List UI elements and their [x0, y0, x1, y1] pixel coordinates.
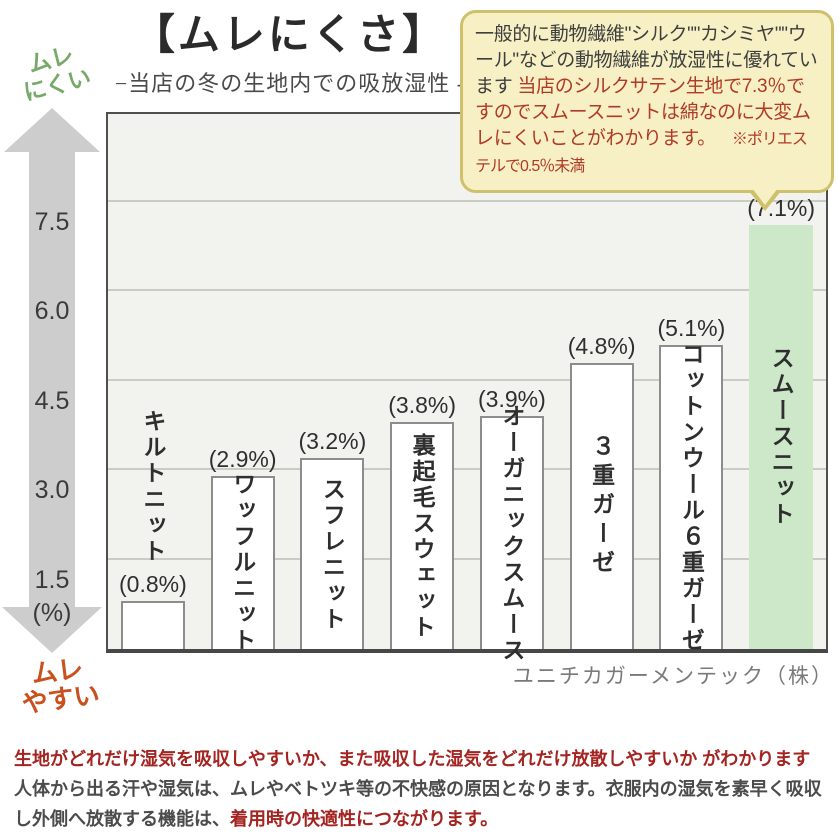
axis-arrow-shaft [29, 148, 75, 610]
chart-source: ユニチカガーメンテック（株） [512, 664, 834, 688]
bar-column-3: (3.2%) スフレニット [288, 112, 378, 649]
bar-6: ３重ガーゼ [569, 362, 634, 649]
y-tick-label-3.0: 3.0 [34, 476, 70, 504]
footer-line-1: 生地がどれだけ湿気を吸収しやすいか、また吸収した湿気をどれだけ放散しやすいか が… [14, 749, 811, 769]
bar-category-label: スムースニット [768, 346, 795, 529]
bar-value-label: (5.1%) [657, 314, 726, 341]
bar-column-5: (3.9%) オーガニックスムース [467, 112, 557, 664]
footer-text: 生地がどれだけ湿気を吸収しやすいか、また吸収した湿気をどれだけ放散しやすいか が… [14, 744, 836, 834]
bar-category-label: スフレニット [319, 476, 346, 633]
bar-1 [120, 601, 185, 649]
bubble-tail-fill [752, 188, 778, 205]
bar-value-label: (3.9%) [478, 386, 546, 413]
bar-category-label: コットンウール６重ガーゼ [678, 341, 705, 654]
bar-column-6: (4.8%) ３重ガーゼ [557, 112, 647, 649]
bar-value-label: (3.8%) [388, 392, 456, 419]
bar-category-label: ワッフルニット [229, 472, 256, 655]
bar-7: コットンウール６重ガーゼ [659, 342, 724, 654]
page-subtitle: −当店の冬の生地内での吸放湿性 - [114, 71, 466, 96]
page-title: 【ムレにくさ】 [132, 13, 448, 59]
bar-value-label: (2.9%) [208, 445, 277, 472]
footer-line-3-dark: し外側へ放散する機能は、 [14, 809, 230, 829]
bar-category-label: 裏起毛スウェット [409, 432, 436, 641]
footer-line-3-red: 着用時の快適性につながります。 [230, 809, 499, 829]
gridline-6.0 [108, 289, 826, 291]
bar-5: オーガニックスムース [479, 404, 544, 664]
y-axis-rail: 7.5 6.0 4.5 3.0 1.5 (%) [0, 108, 104, 653]
bar-column-8: (7.1%) スムースニット [736, 112, 826, 649]
y-tick-label-1.5: 1.5 [34, 565, 70, 594]
footer-line-3: し外側へ放散する機能は、着用時の快適性につながります。 [14, 804, 836, 834]
bubble-footnote: ※ポリエステルで0.5％未満 [475, 131, 808, 175]
y-axis-unit-label: (%) [32, 599, 72, 627]
bar-2: ワッフルニット [210, 472, 275, 654]
bar-column-2: (2.9%) ワッフルニット [198, 112, 288, 655]
axis-caption-bottom: ムレ やすい [1, 651, 117, 720]
bar-3: スフレニット [300, 458, 365, 649]
bar-value-label: (3.2%) [298, 428, 367, 455]
gridline-1.5 [108, 557, 826, 560]
arrow-up-icon [4, 108, 100, 152]
footer-line-2: 人体から出る汗や湿気は、ムレやベトツキ等の不快感の原因となります。衣服内の湿気を… [14, 779, 822, 799]
bar-column-4: (3.8%) 裏起毛スウェット [377, 112, 467, 649]
bar-column-7: (5.1%) コットンウール６重ガーゼ [647, 112, 737, 654]
gridline-3.0 [108, 468, 826, 470]
bar-8: スムースニット [749, 225, 814, 649]
bubble-text-general: 一般的に動物繊維"シルク""カシミヤ""ウール"などの動物繊維が放湿性に優れてい… [475, 24, 818, 97]
bubble-text-highlight: 当店のシルクサテン生地で7.3％ですのでスムースニットは綿なのに大変ムレにくいこ… [475, 76, 811, 149]
axis-caption-top: ムレ にくい [1, 35, 107, 109]
y-tick-label-6.0: 6.0 [34, 297, 70, 325]
bar-category-label: オーガニックスムース [498, 403, 525, 664]
bar-column-1: キルトニット (0.8%) [108, 112, 198, 649]
arrow-down-icon [2, 607, 102, 653]
title-block: 【ムレにくさ】 −当店の冬の生地内での吸放湿性 - [105, 8, 475, 98]
gridline-4.5 [108, 378, 826, 381]
y-tick-label-4.5: 4.5 [34, 386, 70, 415]
bar-series: キルトニット (0.8%) (2.9%) ワッフルニット (3.2%) スフレニット (3.… [108, 112, 826, 664]
bar-value-label: (0.8%) [119, 571, 187, 598]
bar-category-label: キルトニット [139, 409, 166, 566]
bar-4: 裏起毛スウェット [390, 422, 455, 649]
bar-category-label: ３重ガーゼ [588, 434, 615, 580]
gridline-7.5 [108, 199, 826, 202]
chart-plot-area: キルトニット (0.8%) (2.9%) ワッフルニット (3.2%) スフレニット (3.… [106, 112, 828, 664]
annotation-bubble: 一般的に動物繊維"シルク""カシミヤ""ウール"などの動物繊維が放湿性に優れてい… [460, 10, 834, 211]
y-tick-label-7.5: 7.5 [34, 207, 70, 236]
bar-value-label: (4.8%) [567, 332, 636, 359]
